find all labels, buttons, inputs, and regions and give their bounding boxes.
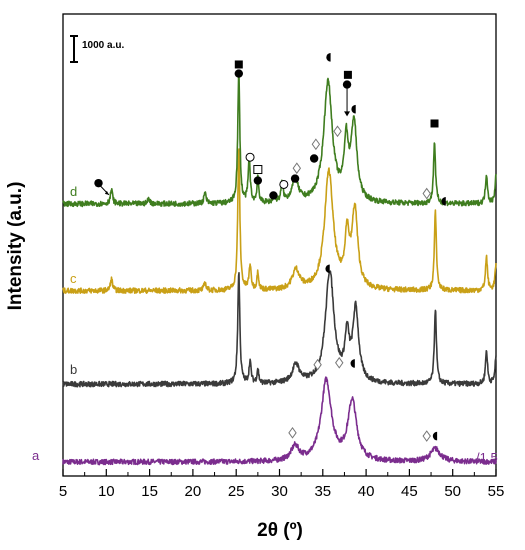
x-axis-title: 2θ (º) [257,520,303,541]
marker-circle-filled [290,174,300,183]
marker-square-filled [343,70,352,79]
marker-circle-filled [94,178,103,188]
x-axis-ticks: 5 10 15 20 25 30 35 40 45 50 55 [59,469,505,500]
marker-circle-filled [342,80,352,89]
y-axis-title: Intensity (a.u.) [5,182,26,311]
phase-marker-layer [94,53,446,442]
x-tick-label: 50 [444,483,461,500]
marker-half-circle [326,53,331,62]
marker-diamond-open [422,430,431,442]
series-line-b [62,270,497,388]
marker-diamond-open [288,426,297,439]
marker-square-open [253,165,263,175]
marker-circle-filled [253,176,263,185]
marker-diamond-open [311,138,321,151]
marker-square-filled [234,60,243,69]
series-label-d: d [70,184,77,199]
x-tick-label: 10 [98,483,115,500]
x-tick-label: 45 [401,483,418,500]
scale-bar-label: 1000 a.u. [82,40,124,51]
x-tick-label: 25 [228,483,245,500]
scale-note: /1.5 [476,450,498,465]
marker-half-circle [432,431,438,441]
x-tick-label: 30 [271,483,288,500]
x-tick-label: 5 [59,483,67,500]
x-tick-label: 40 [358,483,375,500]
marker-circle-filled [234,69,243,78]
series-layer: a b c d [32,73,497,466]
series-label-a: a [32,448,40,463]
marker-diamond-open [313,358,322,371]
marker-diamond-open [422,187,431,200]
x-tick-label: 20 [185,483,202,500]
marker-diamond-open [333,125,342,138]
marker-square-filled [430,119,439,128]
marker-diamond-open [292,162,302,175]
marker-circle-open [245,152,255,162]
series-label-c: c [70,271,77,286]
series-line-d [62,73,497,208]
marker-half-circle [441,197,446,206]
marker-diamond-open [335,356,344,369]
series-line-c [62,148,497,294]
series-line-a [62,376,497,466]
x-tick-label: 55 [488,483,505,500]
marker-half-circle [350,359,355,368]
x-tick-label: 35 [314,483,331,500]
marker-circle-filled [269,191,278,200]
marker-arrow-head [104,190,109,195]
plot-frame [62,13,497,477]
marker-half-circle [351,104,356,114]
marker-arrow-head [344,111,351,117]
marker-circle-filled [309,154,319,163]
marker-circle-open [279,179,289,189]
x-tick-label: 15 [141,483,158,500]
marker-half-circle [325,264,330,274]
series-label-b: b [70,362,77,377]
scale-bar: 1000 a.u. [70,35,124,63]
